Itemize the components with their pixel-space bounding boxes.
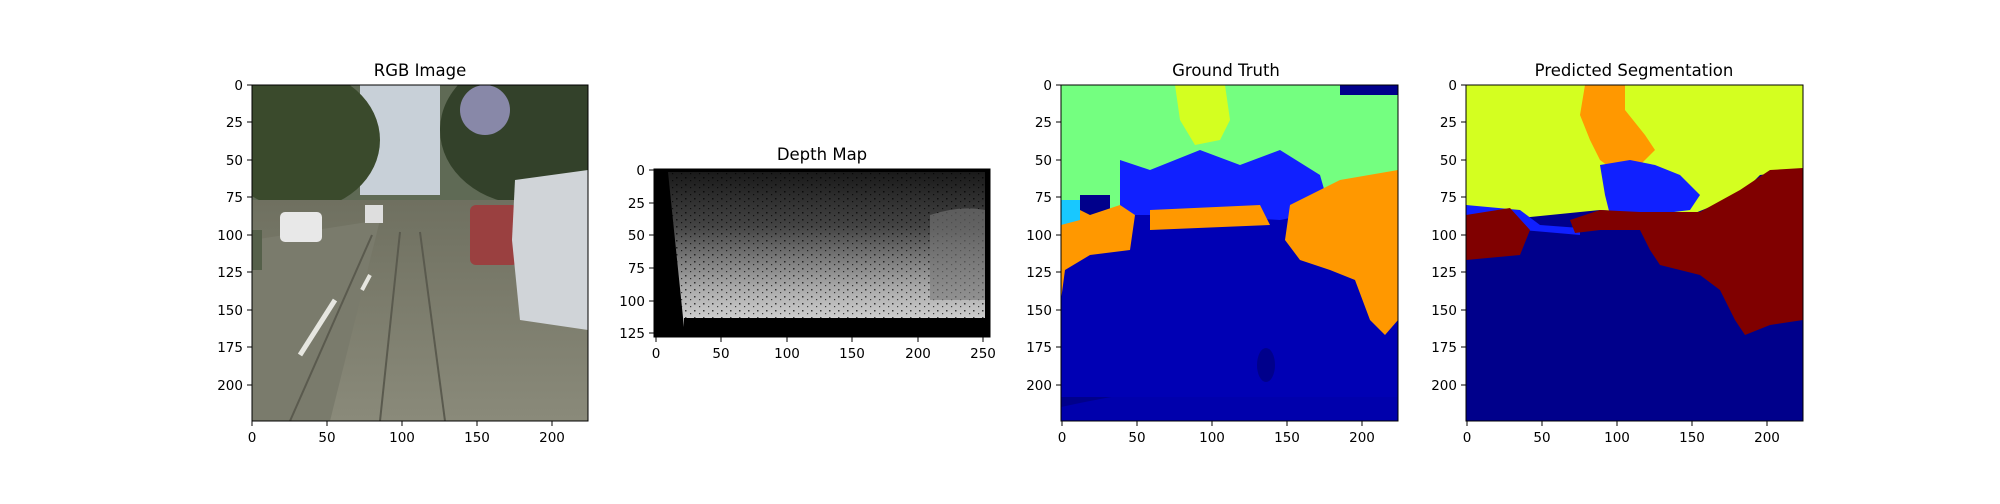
x-tick-label: 150 bbox=[1274, 430, 1300, 446]
y-tick-label: 200 bbox=[1431, 378, 1457, 394]
x-tick-label: 100 bbox=[1199, 430, 1225, 446]
x-tick-label: 100 bbox=[774, 346, 800, 362]
y-tick-label: 0 bbox=[636, 163, 645, 179]
y-tick-label: 75 bbox=[628, 261, 645, 277]
y-axis: 0 25 50 75 100 125 bbox=[619, 163, 654, 342]
x-axis: 0 50 100 150 200 bbox=[1463, 421, 1780, 446]
y-tick-label: 75 bbox=[226, 190, 243, 206]
y-tick-label: 100 bbox=[217, 228, 243, 244]
y-tick-label: 175 bbox=[1026, 340, 1052, 356]
x-tick-label: 0 bbox=[1058, 430, 1067, 446]
depth-image bbox=[654, 169, 990, 337]
y-tick-label: 75 bbox=[1440, 190, 1457, 206]
x-tick-label: 200 bbox=[539, 430, 565, 446]
y-tick-label: 25 bbox=[1035, 115, 1052, 131]
y-tick-label: 175 bbox=[1431, 340, 1457, 356]
segment-region bbox=[1061, 200, 1135, 300]
rgb-image bbox=[252, 85, 588, 421]
panel-rgb-image: RGB Image 0 50 100 150 200 bbox=[217, 61, 589, 446]
y-tick-label: 125 bbox=[619, 326, 645, 342]
y-tick-label: 150 bbox=[1026, 303, 1052, 319]
x-tick-label: 50 bbox=[1533, 430, 1550, 446]
x-tick-label: 200 bbox=[1754, 430, 1780, 446]
segment-region bbox=[1061, 377, 1398, 421]
x-tick-label: 50 bbox=[1128, 430, 1145, 446]
y-tick-label: 125 bbox=[1431, 265, 1457, 281]
x-axis: 0 50 100 150 200 bbox=[1058, 421, 1375, 446]
segment-region bbox=[1340, 85, 1398, 95]
y-axis: 0 25 50 75 100 125 150 175 200 bbox=[217, 78, 252, 394]
y-axis: 0 25 50 75 100 125 150 175 200 bbox=[1431, 78, 1466, 394]
segment-region bbox=[1570, 168, 1803, 335]
panel-title: RGB Image bbox=[374, 61, 467, 80]
x-tick-label: 50 bbox=[712, 346, 729, 362]
x-tick-label: 100 bbox=[1604, 430, 1630, 446]
x-tick-label: 200 bbox=[905, 346, 931, 362]
x-axis: 0 50 100 150 200 250 bbox=[652, 337, 996, 362]
x-tick-label: 250 bbox=[970, 346, 996, 362]
y-tick-label: 125 bbox=[1026, 265, 1052, 281]
segment-region bbox=[1061, 200, 1080, 225]
y-tick-label: 50 bbox=[1440, 153, 1457, 169]
segment-region bbox=[1466, 208, 1530, 260]
predicted-segmentation-image bbox=[1466, 85, 1803, 421]
y-tick-label: 200 bbox=[217, 378, 243, 394]
panel-ground-truth: Ground Truth 0 50 100 150 200 0 25 bbox=[1026, 61, 1399, 446]
x-axis: 0 50 100 150 200 bbox=[248, 421, 565, 446]
x-tick-label: 150 bbox=[464, 430, 490, 446]
y-axis: 0 25 50 75 100 125 150 175 200 bbox=[1026, 78, 1061, 394]
y-tick-label: 25 bbox=[1440, 115, 1457, 131]
x-tick-label: 0 bbox=[652, 346, 661, 362]
x-tick-label: 200 bbox=[1349, 430, 1375, 446]
y-tick-label: 25 bbox=[226, 115, 243, 131]
panel-depth-map: Depth Map 0 50 100 150 200 250 0 25 50 7… bbox=[619, 145, 996, 362]
segment-region bbox=[1080, 195, 1110, 215]
y-tick-label: 100 bbox=[619, 294, 645, 310]
y-tick-label: 150 bbox=[217, 303, 243, 319]
x-tick-label: 150 bbox=[839, 346, 865, 362]
segment-region bbox=[1600, 160, 1700, 215]
segment-region bbox=[1285, 170, 1398, 335]
panel-predicted-segmentation: Predicted Segmentation 0 50 100 150 200 … bbox=[1431, 61, 1804, 446]
y-tick-label: 0 bbox=[234, 78, 243, 94]
x-tick-label: 100 bbox=[389, 430, 415, 446]
panel-title: Ground Truth bbox=[1172, 61, 1280, 80]
x-tick-label: 0 bbox=[248, 430, 257, 446]
y-tick-label: 0 bbox=[1043, 78, 1052, 94]
y-tick-label: 125 bbox=[217, 265, 243, 281]
y-tick-label: 100 bbox=[1431, 228, 1457, 244]
y-tick-label: 200 bbox=[1026, 378, 1052, 394]
y-tick-label: 150 bbox=[1431, 303, 1457, 319]
x-tick-label: 0 bbox=[1463, 430, 1472, 446]
y-tick-label: 75 bbox=[1035, 190, 1052, 206]
ground-truth-image bbox=[1061, 85, 1398, 421]
panel-title: Depth Map bbox=[777, 145, 867, 164]
segment-region bbox=[1580, 85, 1655, 175]
x-tick-label: 150 bbox=[1679, 430, 1705, 446]
segment-region bbox=[1120, 150, 1330, 220]
panel-title: Predicted Segmentation bbox=[1535, 61, 1734, 80]
y-tick-label: 25 bbox=[628, 196, 645, 212]
x-tick-label: 50 bbox=[318, 430, 335, 446]
segment-region bbox=[1150, 205, 1270, 230]
y-tick-label: 50 bbox=[226, 153, 243, 169]
segment-region bbox=[1175, 85, 1230, 145]
segment-region bbox=[1257, 348, 1275, 382]
y-tick-label: 50 bbox=[628, 228, 645, 244]
y-tick-label: 175 bbox=[217, 340, 243, 356]
y-tick-label: 50 bbox=[1035, 153, 1052, 169]
y-tick-label: 100 bbox=[1026, 228, 1052, 244]
y-tick-label: 0 bbox=[1448, 78, 1457, 94]
